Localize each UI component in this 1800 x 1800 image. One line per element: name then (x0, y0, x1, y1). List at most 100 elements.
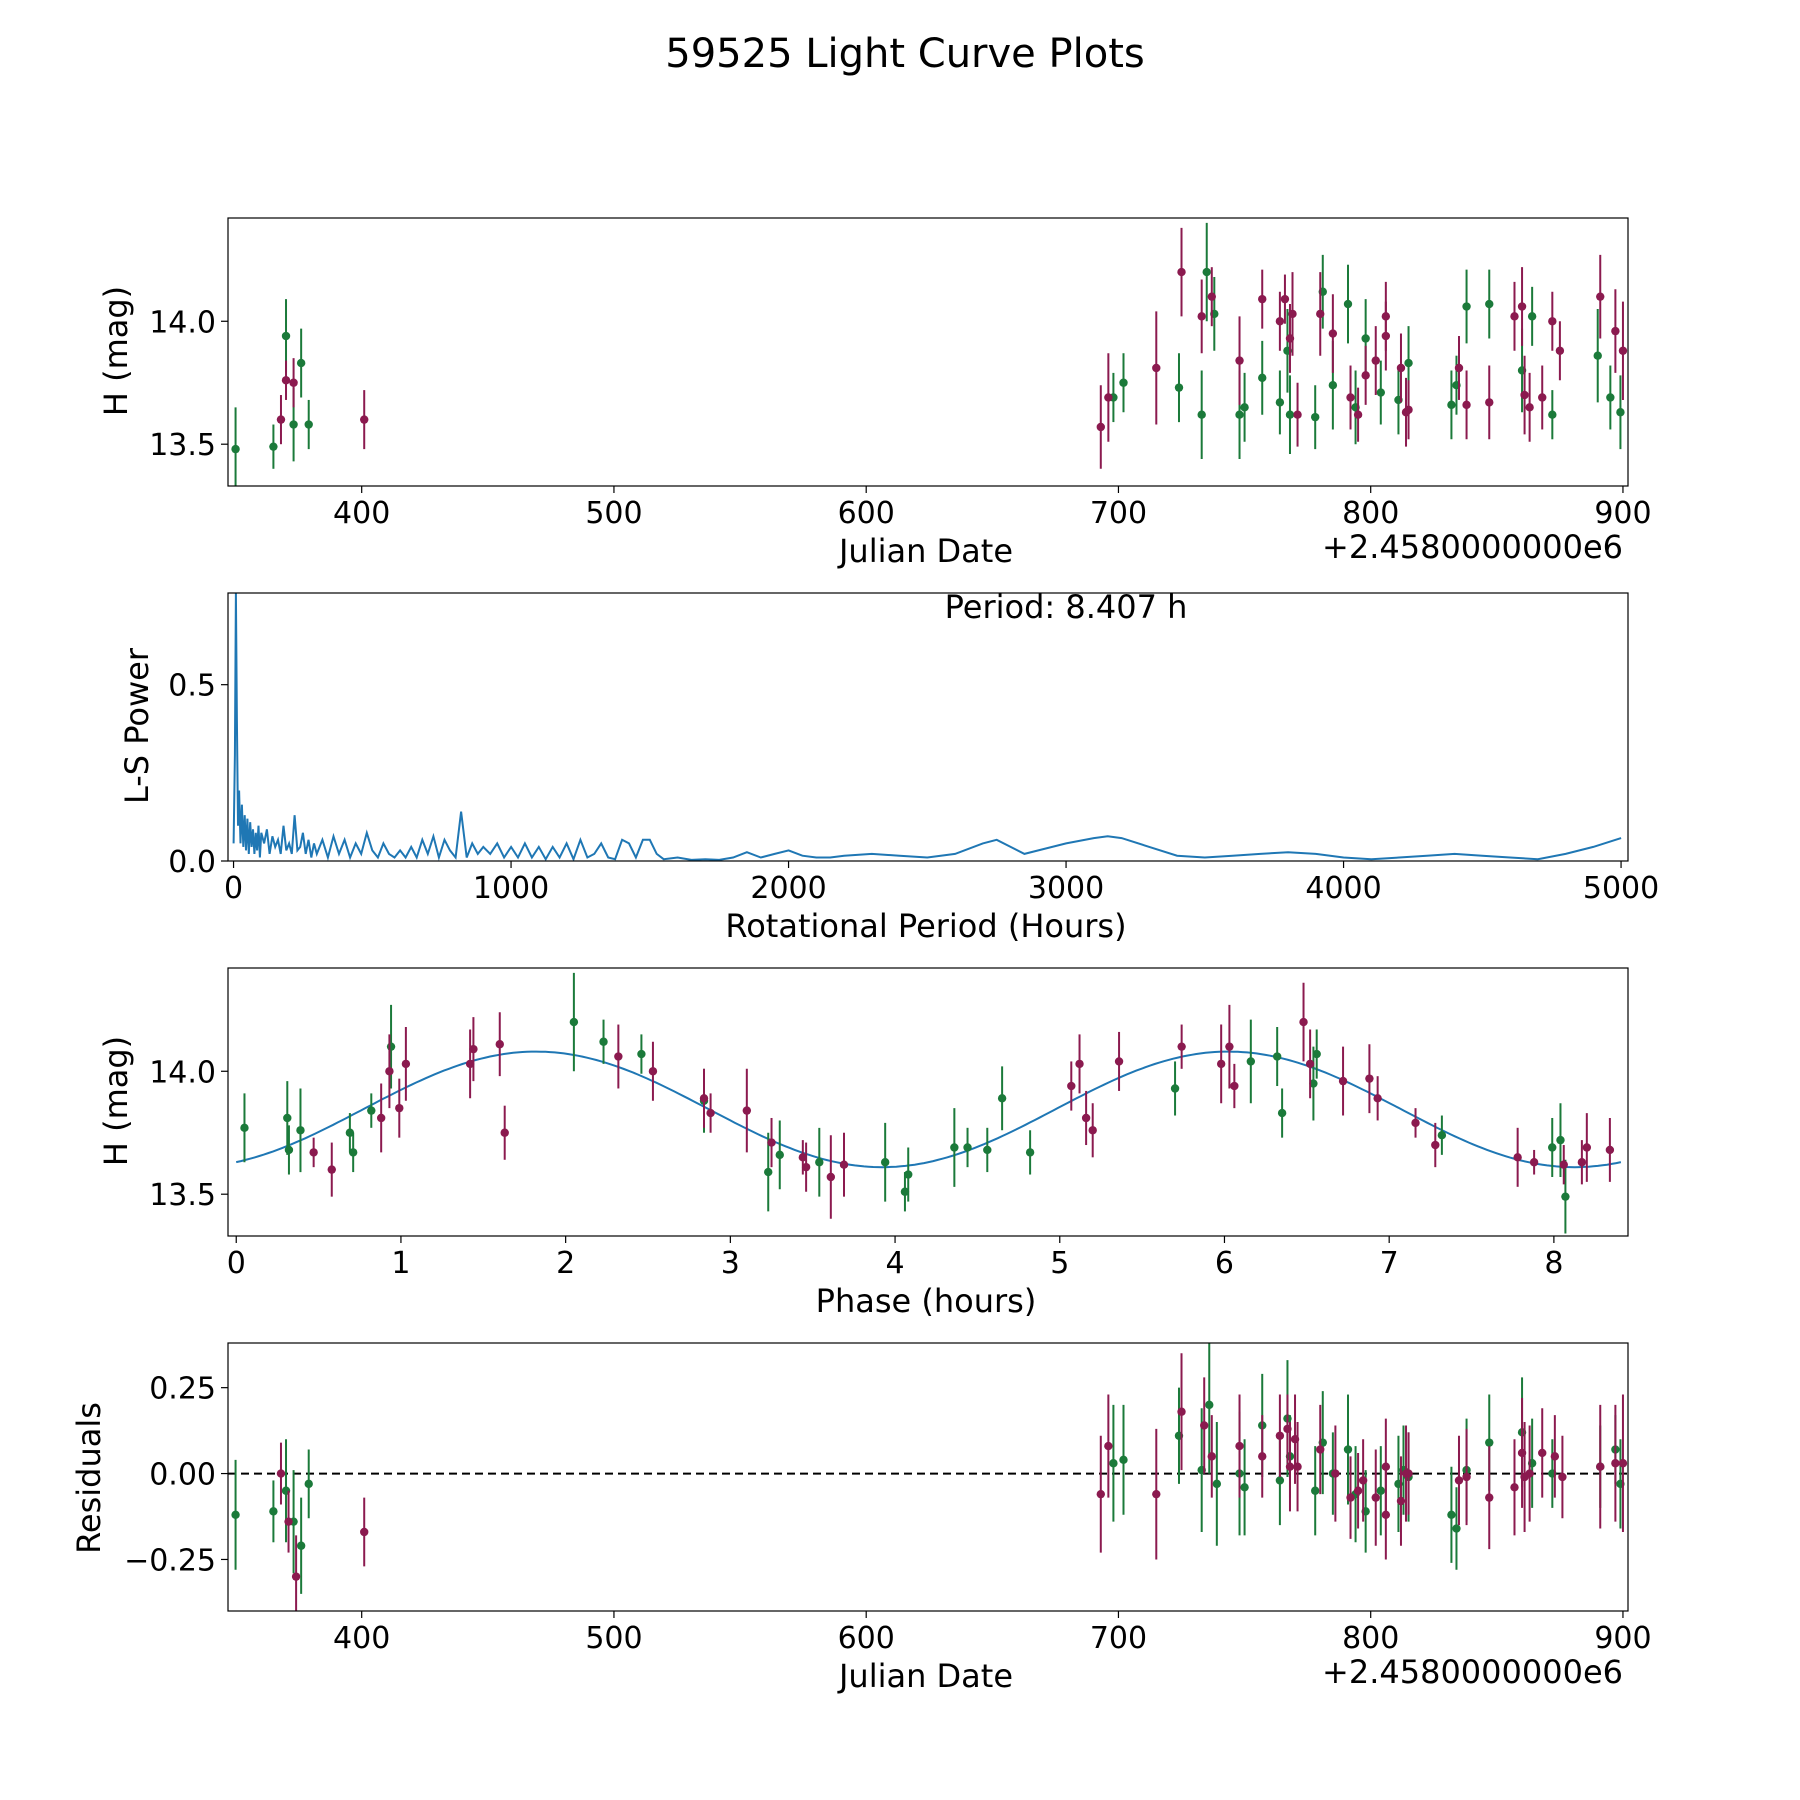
data-point-maroon (1555, 346, 1565, 355)
data-point-green (1376, 1486, 1385, 1495)
data-points (231, 222, 1628, 486)
data-point-maroon (1067, 1081, 1076, 1091)
data-point-green (1616, 408, 1625, 417)
x-tick-label: 5 (1050, 1246, 1069, 1281)
data-point-maroon (1346, 393, 1355, 402)
residuals-ylabel: Residuals (70, 1402, 108, 1554)
x-tick-label: 3 (721, 1246, 740, 1281)
data-point-maroon (327, 1165, 336, 1174)
data-point-maroon (1462, 1472, 1471, 1482)
data-point-green (637, 1049, 646, 1059)
data-point-maroon (495, 1040, 504, 1049)
data-point-green (231, 1510, 240, 1519)
data-point-maroon (360, 1527, 369, 1537)
data-point-maroon (1197, 312, 1206, 321)
data-point-maroon (1316, 309, 1325, 319)
data-point-maroon (839, 1160, 849, 1169)
data-point-green (281, 331, 291, 341)
y-tick-label: 0.00 (149, 1458, 216, 1493)
periodogram-line (232, 593, 1622, 861)
data-point-maroon (1230, 1081, 1239, 1091)
data-point-maroon (1275, 1431, 1285, 1440)
x-tick-label: 700 (1090, 496, 1147, 531)
data-point-green (599, 1037, 608, 1046)
data-point-green (1258, 373, 1267, 383)
data-point-maroon (1513, 1153, 1522, 1162)
y-tick-label: 13.5 (149, 428, 216, 463)
data-point-green (1527, 312, 1537, 321)
y-tick-label: 0.0 (168, 845, 216, 880)
data-point-maroon (1104, 1441, 1113, 1451)
data-point-green (1119, 378, 1128, 387)
data-point-maroon (1353, 410, 1363, 419)
x-tick-label: 1000 (473, 871, 549, 906)
data-point-green (1275, 1476, 1285, 1485)
data-point-maroon (291, 1572, 301, 1581)
x-tick-label: 900 (1594, 496, 1651, 531)
data-point-maroon (706, 1108, 715, 1118)
data-point-maroon (1346, 1493, 1355, 1502)
data-point-green (1240, 1483, 1249, 1492)
data-point-green (1119, 1455, 1128, 1465)
plot-frame (227, 1342, 1629, 1612)
data-point-green (1452, 1524, 1461, 1533)
data-point-maroon (1361, 371, 1370, 380)
data-point-maroon (1177, 267, 1186, 277)
data-point-maroon (281, 376, 291, 385)
data-point-green (1205, 1400, 1214, 1410)
data-point-green (289, 420, 298, 429)
model-fit-curve (235, 1050, 1622, 1169)
x-tick-label: 600 (838, 496, 895, 531)
data-point-green (1311, 412, 1320, 422)
data-point-maroon (1200, 1421, 1209, 1430)
data-point-maroon (1177, 1407, 1186, 1416)
data-point-green (345, 1128, 355, 1137)
y-tick-label: 14.0 (149, 305, 216, 340)
data-point-maroon (1353, 1486, 1363, 1495)
data-point-green (1593, 351, 1602, 360)
data-point-maroon (1075, 1059, 1084, 1069)
x-tick-label: 800 (1342, 1621, 1399, 1656)
data-point-green (1235, 410, 1244, 419)
data-point-maroon (742, 1106, 752, 1115)
data-point-maroon (1299, 1017, 1308, 1027)
phase-xlabel: Phase (hours) (816, 1282, 1037, 1320)
data-point-maroon (1577, 1158, 1587, 1167)
data-point-green (1462, 302, 1471, 311)
data-point-green (283, 1113, 292, 1123)
y-tick-label: −0.25 (124, 1543, 216, 1578)
data-point-maroon (1328, 329, 1338, 338)
data-point-maroon (1558, 1472, 1567, 1482)
data-point-maroon (1373, 1094, 1382, 1103)
x-tick-label: 4000 (1305, 871, 1381, 906)
data-point-green (1485, 299, 1494, 309)
data-point-maroon (1611, 326, 1620, 336)
data-point-maroon (1104, 393, 1113, 402)
data-point-maroon (1371, 356, 1380, 365)
data-point-green (1275, 398, 1285, 407)
x-tick-label: 700 (1090, 1621, 1147, 1656)
data-point-green (764, 1167, 773, 1177)
data-point-maroon (1358, 1476, 1368, 1485)
data-point-green (367, 1106, 376, 1115)
data-point-maroon (1235, 356, 1244, 365)
data-point-maroon (1611, 1459, 1620, 1468)
x-tick-label: 900 (1594, 1621, 1651, 1656)
data-point-maroon (1510, 1483, 1519, 1492)
data-point-maroon (1462, 400, 1471, 410)
data-point-green (1311, 1486, 1320, 1495)
x-tick-label: 800 (1342, 496, 1399, 531)
x-tick-label: 1 (391, 1246, 410, 1281)
data-point-maroon (1525, 403, 1534, 412)
data-point-maroon (395, 1103, 404, 1113)
data-point-maroon (1285, 1462, 1295, 1471)
data-point-green (1485, 1438, 1494, 1447)
plot-frame (227, 217, 1629, 487)
data-point-maroon (767, 1138, 776, 1147)
x-tick-label: 7 (1380, 1246, 1399, 1281)
figure-title-text: 59525 Light Curve Plots (665, 31, 1144, 77)
residuals-panel: Julian Date +2.4580000000e6 Residuals 40… (70, 1342, 1652, 1695)
data-point-green (1202, 267, 1211, 277)
data-point-maroon (1275, 317, 1285, 326)
